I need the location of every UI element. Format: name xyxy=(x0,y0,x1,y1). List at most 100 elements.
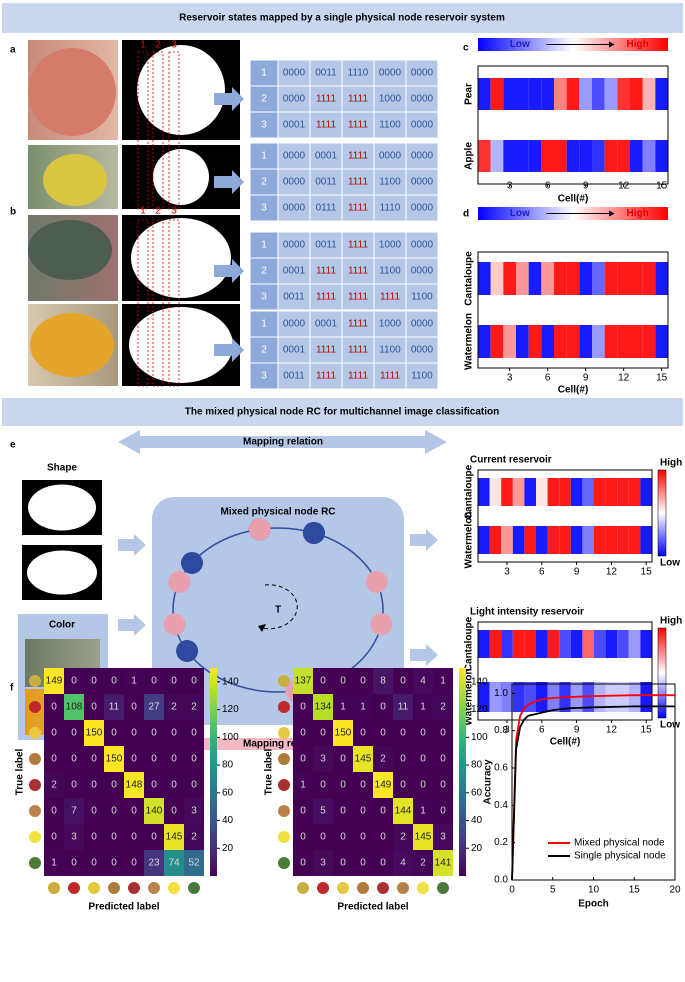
arrow xyxy=(118,614,146,636)
heat-cell xyxy=(617,140,630,172)
x-tick-label: 12 xyxy=(618,373,630,384)
heat-cell xyxy=(512,526,525,554)
y-category-label: Watermelon xyxy=(464,669,475,726)
heat-cell xyxy=(528,262,542,295)
colorbar-tick-label: 20 xyxy=(222,843,234,854)
table-value: 1111 xyxy=(348,345,368,356)
colorbar xyxy=(210,668,217,876)
line-label: 3 xyxy=(171,40,177,51)
y-category-label: Cantaloupe xyxy=(464,464,475,519)
fruit-icon xyxy=(148,882,160,894)
table-cell xyxy=(250,363,278,389)
heat-cell xyxy=(554,262,567,295)
table-value: 0001 xyxy=(315,151,338,162)
x-axis-label: Cell(#) xyxy=(558,385,589,396)
matrix-cell xyxy=(353,772,373,798)
table-cell xyxy=(250,86,278,112)
matrix-value: 0 xyxy=(340,832,346,843)
matrix-cell xyxy=(84,668,104,694)
matrix-cell xyxy=(124,772,144,798)
heat-cell xyxy=(516,325,529,358)
x-tick-label: 6 xyxy=(545,373,551,384)
matrix-cell xyxy=(333,772,353,798)
table-value: 1111 xyxy=(348,203,368,214)
table-cell xyxy=(374,284,406,310)
table-cell xyxy=(406,112,438,138)
fruit-icon xyxy=(278,753,290,765)
rc-loop xyxy=(172,527,384,693)
matrix-value: 0 xyxy=(131,858,137,869)
heat-cell xyxy=(490,78,504,110)
section-band xyxy=(2,3,683,33)
heat-cell xyxy=(489,526,502,554)
matrix-value: 2 xyxy=(400,832,406,843)
heat-cell xyxy=(604,325,618,358)
table-cell xyxy=(406,363,438,389)
table-cell xyxy=(310,337,342,363)
table-value: 1111 xyxy=(348,266,368,277)
heatmap-frame xyxy=(477,65,669,185)
table-value: 0000 xyxy=(283,177,306,188)
matrix-cell xyxy=(124,850,144,876)
matrix-cell xyxy=(393,850,413,876)
matrix-cell xyxy=(293,772,313,798)
matrix-value: 0 xyxy=(111,806,117,817)
y-category-label: Watermelon xyxy=(464,313,475,370)
table-cell xyxy=(310,112,342,138)
heat-cell xyxy=(501,526,513,554)
fruit-icon xyxy=(278,831,290,843)
heat-cell xyxy=(524,526,536,554)
matrix-value: 148 xyxy=(126,780,143,791)
matrix-cell xyxy=(84,850,104,876)
matrix-value: 0 xyxy=(420,780,426,791)
table-value: 1000 xyxy=(379,319,402,330)
table-value: 0000 xyxy=(411,203,434,214)
table-value: 0000 xyxy=(411,345,434,356)
table-value: 0011 xyxy=(283,292,305,303)
table-value: 0000 xyxy=(283,319,306,330)
matrix-value: 0 xyxy=(51,806,57,817)
table-cell xyxy=(406,258,438,284)
matrix-cell xyxy=(433,850,453,876)
x-tick-label: 3 xyxy=(507,181,513,192)
matrix-cell xyxy=(184,824,204,850)
table-value: 0011 xyxy=(283,371,305,382)
matrix-value: 0 xyxy=(380,832,386,843)
matrix-value: 1 xyxy=(340,702,346,713)
x-tick-label: 15 xyxy=(641,725,653,736)
panel-label: e xyxy=(10,440,16,451)
colorbar-tick-label: 60 xyxy=(471,787,483,798)
heat-cell xyxy=(655,140,668,172)
matrix-cell xyxy=(333,746,353,772)
matrix-value: 145 xyxy=(415,832,432,843)
heat-cell xyxy=(605,478,618,506)
table-cell xyxy=(250,112,278,138)
matrix-cell xyxy=(144,694,164,720)
x-tick-label: 12 xyxy=(618,181,630,192)
matrix-value: 0 xyxy=(360,858,366,869)
matrix-value: 150 xyxy=(106,754,123,765)
matrix-value: 27 xyxy=(148,702,160,713)
arrow xyxy=(118,534,146,556)
heat-cell xyxy=(547,526,560,554)
y-axis-label: True label xyxy=(264,748,275,795)
matrix-value: 2 xyxy=(171,702,177,713)
y-category-label: Cantaloupe xyxy=(464,616,475,671)
heat-cell xyxy=(617,682,629,712)
heat-cell xyxy=(478,526,490,554)
matrix-value: 0 xyxy=(440,754,446,765)
matrix-value: 0 xyxy=(51,728,57,739)
x-axis-label: Predicted label xyxy=(337,902,408,913)
x-axis-label: Cell(#) xyxy=(558,194,589,205)
matrix-cell xyxy=(164,798,184,824)
table-cell xyxy=(278,258,310,284)
line xyxy=(511,694,675,881)
table-cell xyxy=(406,86,438,112)
table-cell xyxy=(374,169,406,195)
x-tick-label: 15 xyxy=(629,885,641,896)
x-axis-label: Epoch xyxy=(578,899,609,910)
matrix-value: 0 xyxy=(151,780,157,791)
matrix-value: 0 xyxy=(380,728,386,739)
matrix-value: 1 xyxy=(51,858,57,869)
mapping-label: Mapping relation xyxy=(243,739,323,750)
